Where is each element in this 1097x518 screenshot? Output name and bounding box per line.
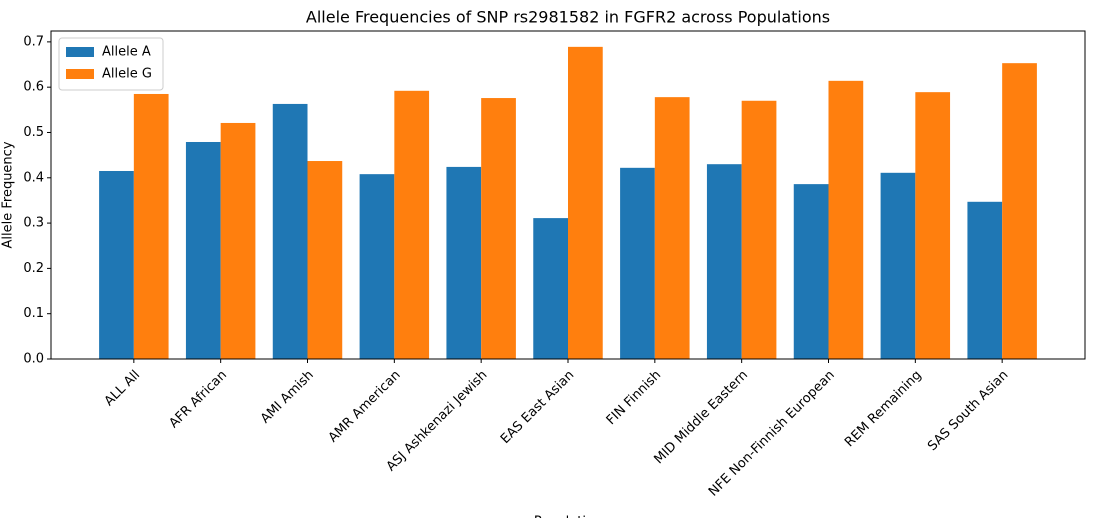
- x-tick-label: AMR American: [326, 368, 404, 446]
- bar: [915, 92, 951, 359]
- bar: [568, 46, 603, 359]
- x-tick-label: MID Middle Eastern: [651, 368, 750, 467]
- bar: [307, 161, 343, 359]
- bar: [220, 122, 256, 359]
- bar: [1002, 63, 1037, 360]
- bar: [654, 97, 690, 359]
- bar: [880, 172, 916, 359]
- y-tick-label: 0.2: [23, 261, 44, 276]
- bar: [99, 170, 134, 359]
- bar: [133, 93, 169, 359]
- y-tick-label: 0.1: [23, 306, 44, 321]
- y-axis-label: Allele Frequency: [1, 141, 16, 248]
- y-tick-label: 0.7: [23, 34, 44, 49]
- x-axis-label: Population: [534, 515, 602, 518]
- y-tick-label: 0.0: [23, 352, 44, 367]
- plot-frame: [50, 30, 1086, 360]
- bar: [446, 166, 482, 359]
- legend-swatch: [66, 47, 94, 57]
- legend-label: Allele G: [102, 67, 152, 82]
- bar: [741, 100, 777, 360]
- bar: [967, 201, 1003, 359]
- y-tick-label: 0.6: [23, 80, 44, 95]
- x-tick-label: AFR African: [166, 368, 230, 432]
- bar: [185, 141, 221, 359]
- x-tick-label: FIN Finnish: [604, 368, 664, 428]
- legend-label: Allele A: [102, 45, 151, 60]
- bar: [793, 184, 829, 359]
- legend-swatch: [66, 69, 94, 79]
- y-tick-label: 0.4: [23, 170, 44, 185]
- x-tick-label: SAS South Asian: [925, 368, 1011, 454]
- bar: [481, 98, 516, 360]
- bar: [828, 80, 864, 359]
- bar: [359, 174, 395, 359]
- bar: [394, 90, 430, 360]
- x-tick-label: REM Remaining: [842, 368, 924, 450]
- bar: [620, 167, 655, 359]
- y-tick-label: 0.3: [23, 216, 44, 231]
- bar: [272, 103, 308, 359]
- x-tick-label: ASJ Ashkenazi Jewish: [384, 368, 491, 475]
- bar: [533, 218, 568, 359]
- x-tick-label: ALL All: [102, 368, 143, 409]
- y-tick-label: 0.5: [23, 125, 44, 140]
- x-tick-label: EAS East Asian: [498, 368, 577, 447]
- x-tick-label: AMI Amish: [258, 368, 317, 427]
- chart-title: Allele Frequencies of SNP rs2981582 in F…: [306, 8, 830, 27]
- bar: [706, 164, 742, 359]
